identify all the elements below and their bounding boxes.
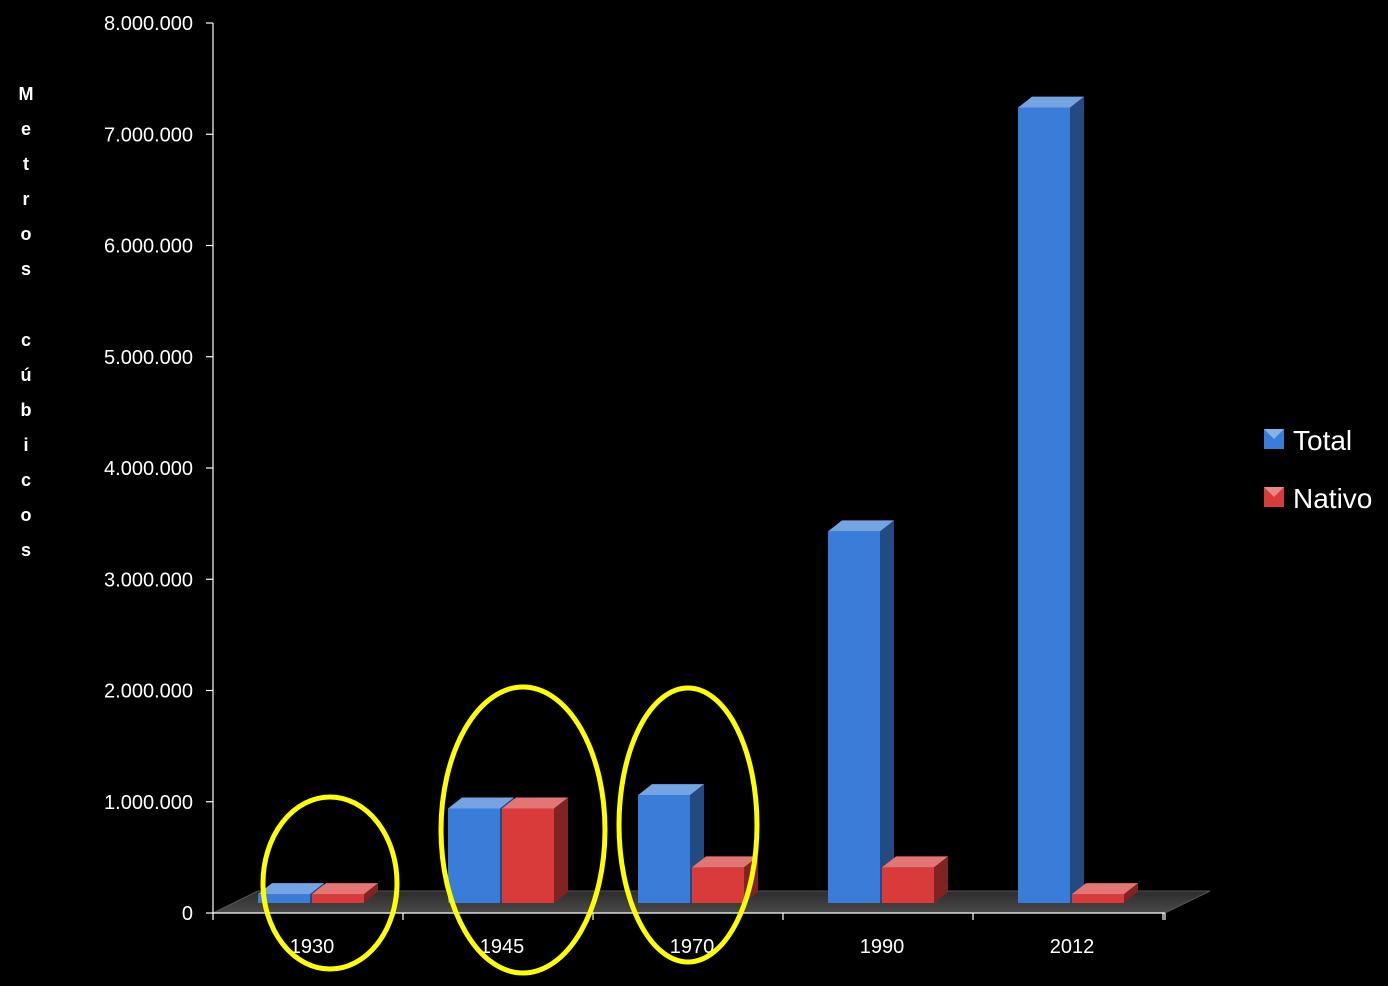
y-tick-label: 3.000.000: [104, 569, 193, 591]
legend-item-total: Total: [1264, 425, 1352, 456]
x-tick-label: 1990: [860, 936, 905, 958]
bar-front-face: [1072, 894, 1124, 903]
legend-label: Nativo: [1293, 483, 1372, 514]
y-axis-label-char: b: [21, 400, 32, 420]
bar-top-face: [448, 797, 514, 809]
y-tick-label: 6.000.000: [104, 236, 193, 258]
bar-top-face: [828, 520, 894, 532]
x-axis-labels: 1930 1945 1970 1990 2012: [290, 936, 1095, 958]
bar-front-face: [882, 867, 934, 903]
bar-side-face: [554, 797, 568, 903]
y-axis-label-char: i: [23, 435, 28, 455]
y-axis-label-char: s: [21, 540, 31, 560]
legend-swatch-highlight: [1264, 429, 1284, 439]
y-tick-label: 2.000.000: [104, 681, 193, 703]
y-tick-label: 1.000.000: [104, 792, 193, 814]
legend-swatch-highlight: [1264, 487, 1284, 497]
x-tick-label: 2012: [1050, 936, 1095, 958]
y-axis-label-char: c: [21, 470, 31, 490]
bar-top-face: [692, 856, 758, 868]
y-tick-label: 4.000.000: [104, 458, 193, 480]
bar-front-face: [502, 808, 554, 903]
bar-nativo-1930: [312, 883, 378, 903]
y-tick-label: 5.000.000: [104, 347, 193, 369]
x-tick-label: 1945: [480, 936, 525, 958]
bar-top-face: [312, 883, 378, 895]
bar-side-face: [880, 520, 894, 903]
y-tick-label: 0: [182, 903, 193, 925]
y-axis-label-char: o: [21, 505, 32, 525]
legend-item-nativo: Nativo: [1264, 483, 1372, 514]
bar-top-face: [1072, 883, 1138, 895]
highlight-ellipse-1930: [260, 794, 400, 972]
highlight-ellipse-1970: [616, 685, 760, 965]
bar-front-face: [828, 531, 880, 903]
bar-top-face: [258, 883, 324, 895]
y-axis-label-char: s: [21, 259, 31, 279]
bar-top-face: [882, 856, 948, 868]
y-axis-label-char: e: [21, 119, 31, 139]
bar-side-face: [1070, 96, 1084, 903]
y-tick-label: 7.000.000: [104, 124, 193, 146]
bar-front-face: [312, 894, 364, 903]
bar-side-face: [1124, 883, 1138, 903]
y-tick-label: 8.000.000: [104, 13, 193, 35]
bar-front-face: [638, 795, 690, 903]
y-axis-label-char: r: [22, 189, 29, 209]
bar-front-face: [692, 867, 744, 903]
bar-front-face: [448, 808, 500, 903]
legend-label: Total: [1293, 425, 1352, 456]
y-axis-label-char: ú: [21, 365, 32, 385]
y-axis-label-char: t: [23, 154, 29, 174]
bar-side-face: [364, 883, 378, 903]
highlight-layer: [260, 684, 760, 976]
x-tick-label: 1930: [290, 936, 335, 958]
bar-top-face: [502, 797, 568, 809]
bar-nativo-1945: [502, 797, 568, 903]
highlight-ellipse-1945: [438, 684, 608, 976]
bar-top-face: [1018, 96, 1084, 108]
y-axis-label-char: c: [21, 330, 31, 350]
bar-nativo-1990: [882, 856, 948, 903]
bar-top-face: [638, 784, 704, 796]
legend: Total Nativo: [1264, 425, 1372, 514]
bar-front-face: [258, 894, 310, 903]
chart-bars-layer: [258, 96, 1138, 903]
y-axis-label-char: o: [21, 224, 32, 244]
bar-total-1990: [828, 520, 894, 903]
y-axis-label-char: M: [19, 84, 34, 104]
bar-nativo-2012: [1072, 883, 1138, 903]
chart-axes-layer: 0 1.000.000 2.000.000 3.000.000 4.000.000 5.0…: [104, 13, 1166, 925]
bar-side-face: [934, 856, 948, 903]
x-tick-label: 1970: [670, 936, 715, 958]
bar-total-2012: [1018, 96, 1084, 903]
bar-front-face: [1018, 107, 1070, 903]
